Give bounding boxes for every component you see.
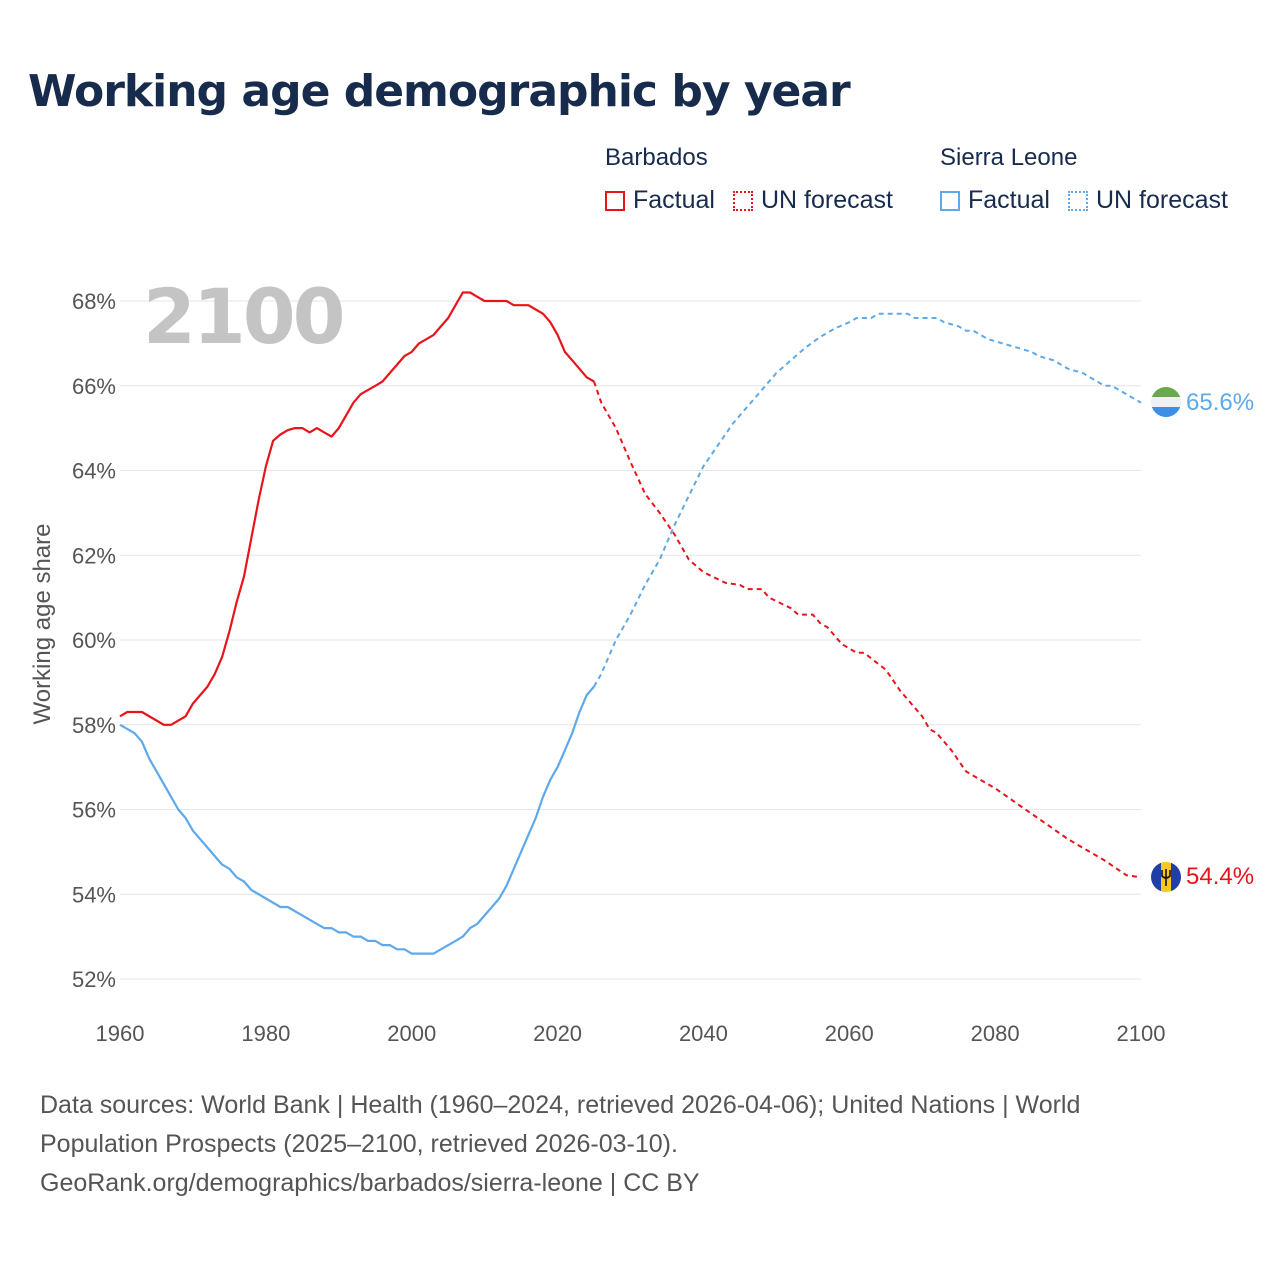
y-tick-label: 62% (72, 543, 116, 568)
end-label-barbados: 54.4% (1186, 863, 1254, 890)
legend-barbados-forecast[interactable]: UN forecast (732, 186, 893, 215)
y-tick-label: 60% (72, 628, 116, 653)
footer-line-1: Data sources: World Bank | Health (1960–… (40, 1091, 1081, 1119)
legend-swatch-dotted-sierra-leone (1067, 190, 1088, 211)
y-tick-label: 66% (72, 374, 116, 399)
legend-sierra-leone-factual[interactable]: Factual (940, 186, 1050, 215)
series-line-forecast-sierra-leone[interactable] (593, 312, 1142, 688)
end-label-sierra-leone: 65.6% (1186, 389, 1254, 416)
barbados-flag-icon (1151, 862, 1181, 892)
x-tick-label: 2080 (971, 1021, 1020, 1046)
series-line-forecast-barbados[interactable] (593, 381, 1142, 879)
legend-label-forecast: UN forecast (760, 186, 893, 214)
legend-sierra-leone: Sierra Leone Factual UN forecast (940, 144, 1228, 215)
x-tick-label: 1960 (96, 1021, 145, 1046)
year-watermark: 2100 (143, 272, 343, 361)
series-line-factual-barbados[interactable] (119, 291, 595, 726)
legend-country-barbados: Barbados (605, 144, 708, 171)
legend-label-factual: Factual (633, 186, 715, 214)
line-chart: 2100 52% 54% 56% 58% 60% 62% 64% 66% 68% 1960 198… (29, 272, 1254, 1046)
legend-swatch-solid-sierra-leone (940, 190, 960, 211)
y-tick-label: 52% (72, 967, 116, 992)
y-tick-label: 68% (72, 289, 116, 314)
footer-line-2: Population Prospects (2025–2100, retriev… (40, 1130, 678, 1158)
x-tick-label: 2040 (679, 1021, 728, 1046)
y-tick-label: 54% (72, 882, 116, 907)
y-axis-label: Working age share (29, 524, 56, 725)
legend-barbados: Barbados Factual UN forecast (605, 144, 893, 215)
y-tick-label: 58% (72, 713, 116, 738)
x-tick-label: 2060 (825, 1021, 874, 1046)
footer-sources: Data sources: World Bank | Health (1960–… (40, 1086, 1240, 1203)
legend-barbados-factual[interactable]: Factual (605, 186, 715, 215)
x-tick-label: 2020 (533, 1021, 582, 1046)
legend-label-forecast: UN forecast (1095, 186, 1228, 214)
x-tick-label: 2100 (1117, 1021, 1166, 1046)
legend-country-sierra-leone: Sierra Leone (940, 144, 1078, 171)
footer-line-3: GeoRank.org/demographics/barbados/sierra… (40, 1169, 700, 1197)
chart-title: Working age demographic by year (28, 66, 851, 117)
legend-sierra-leone-forecast[interactable]: UN forecast (1067, 186, 1228, 215)
legend-swatch-dotted-barbados (732, 190, 753, 211)
legend-swatch-solid-barbados (605, 190, 625, 211)
sierra-leone-flag-icon (1151, 387, 1181, 417)
series-line-factual-sierra-leone[interactable] (119, 685, 595, 955)
y-tick-label: 64% (72, 459, 116, 484)
legend-label-factual: Factual (968, 186, 1050, 214)
x-tick-label: 2000 (387, 1021, 436, 1046)
x-tick-label: 1980 (241, 1021, 290, 1046)
y-tick-label: 56% (72, 798, 116, 823)
